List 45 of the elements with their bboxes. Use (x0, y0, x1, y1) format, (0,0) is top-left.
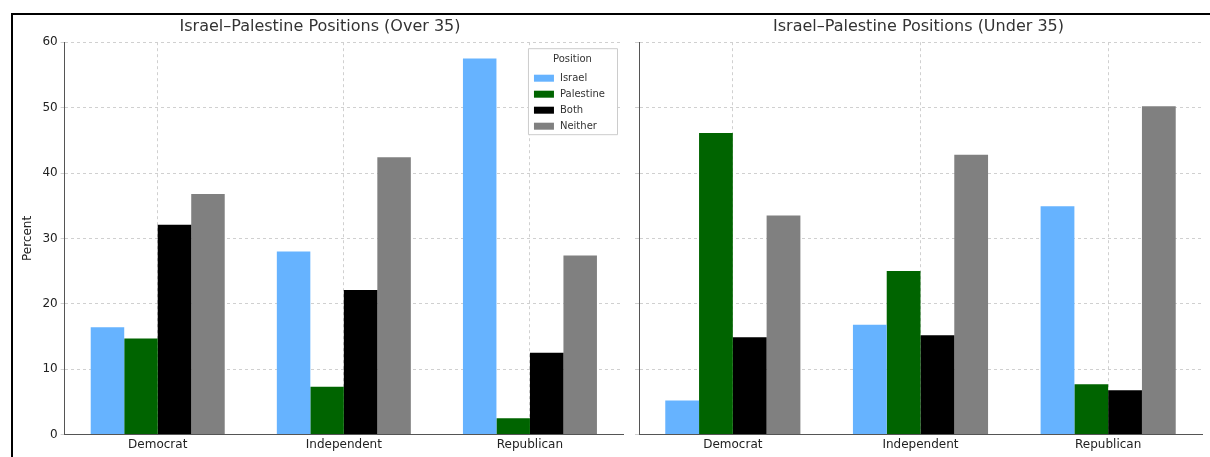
x-tick-label: Republican (1075, 436, 1142, 451)
legend-label: Both (559, 103, 584, 115)
y-tick-label: 10 (42, 361, 58, 376)
bar (462, 58, 497, 435)
bar (852, 324, 887, 435)
bar (157, 224, 192, 435)
bar (1074, 384, 1109, 435)
y-tick-label: 0 (50, 426, 58, 441)
bar (1108, 390, 1142, 435)
y-tick-label: 30 (42, 230, 58, 245)
bar (732, 337, 767, 435)
y-tick-label: 60 (42, 34, 58, 49)
y-tick-label: 40 (42, 165, 58, 180)
bar (377, 157, 411, 435)
legend-label: Israel (559, 71, 588, 83)
chart-title: Israel–Palestine Positions (Over 35) (179, 15, 461, 35)
bar (1040, 206, 1075, 435)
x-tick-label: Democrat (128, 436, 188, 451)
x-tick-label: Independent (305, 436, 383, 451)
bar (529, 352, 564, 435)
legend-label: Palestine (559, 87, 606, 99)
chart-title: Israel–Palestine Positions (Under 35) (773, 15, 1064, 35)
bar (563, 255, 597, 435)
legend-title: Position (553, 52, 592, 64)
bar (920, 335, 955, 435)
bar (276, 251, 311, 435)
bar (90, 327, 125, 435)
bar (699, 133, 733, 435)
y-tick-label: 20 (42, 295, 58, 310)
x-tick-label: Democrat (703, 436, 763, 451)
bar (665, 400, 700, 435)
y-axis-title: Percent (20, 215, 35, 261)
bar (954, 154, 989, 435)
x-tick-label: Republican (496, 436, 564, 451)
y-tick-label: 50 (42, 99, 58, 114)
bar (1141, 106, 1176, 435)
bar (766, 215, 801, 435)
bar (343, 290, 378, 435)
bar (886, 271, 921, 435)
bar (124, 338, 158, 435)
legend-label: Neither (559, 119, 598, 131)
bar (191, 193, 225, 435)
x-tick-label: Independent (882, 436, 959, 451)
bar (310, 386, 344, 435)
bar (496, 418, 530, 435)
